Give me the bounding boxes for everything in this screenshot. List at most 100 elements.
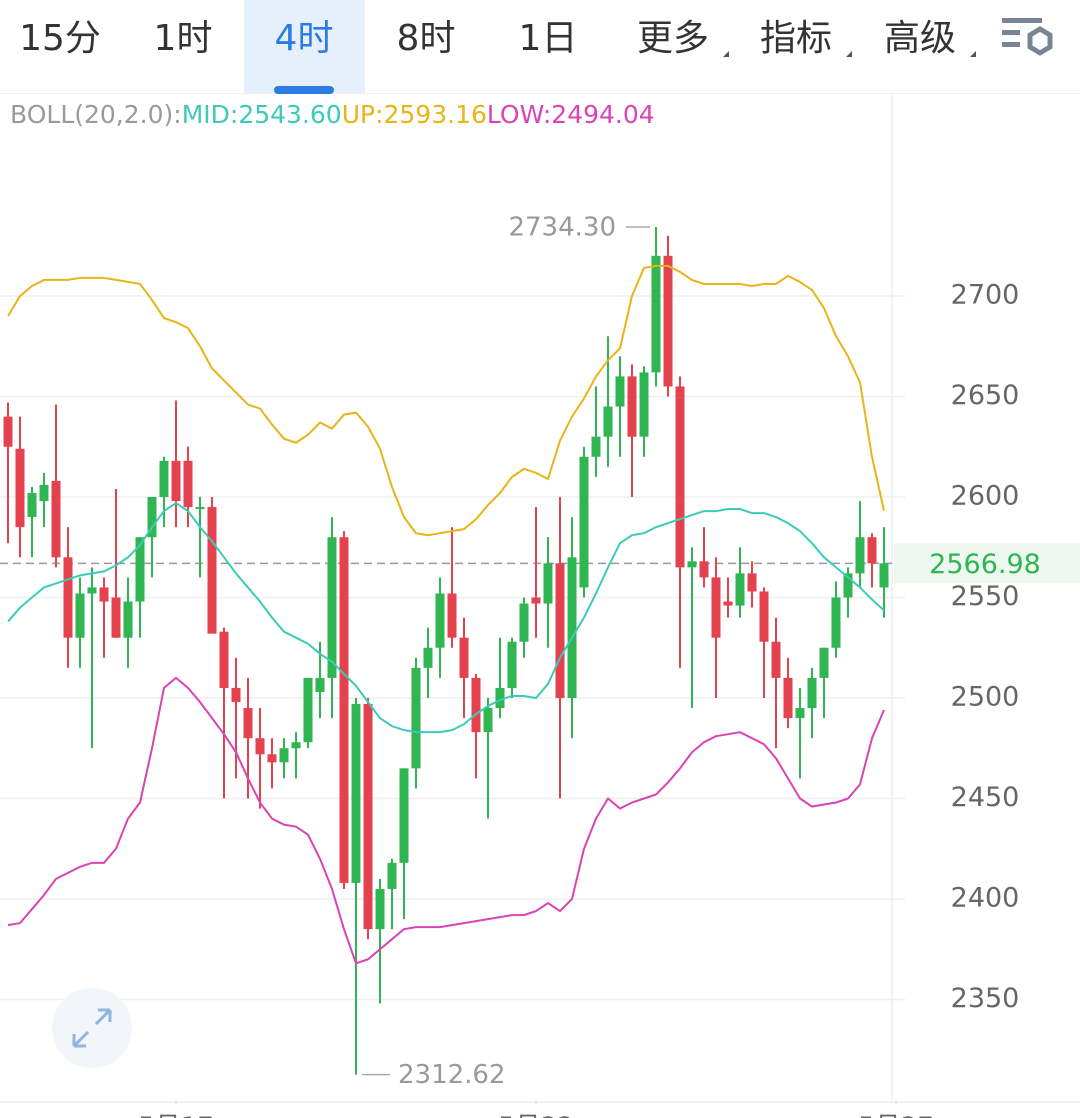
x-tick-label: 5月22 — [498, 1113, 574, 1118]
candle-body — [567, 557, 577, 698]
tab-menu-arrow — [723, 51, 729, 57]
candle-body — [531, 597, 541, 604]
boll-line — [7, 501, 885, 734]
y-tick-label: 2600 — [951, 481, 1020, 512]
candle-body — [819, 647, 829, 678]
candle-body — [399, 768, 409, 863]
tab-label[interactable]: 指标 — [760, 18, 832, 59]
candle-body — [375, 888, 385, 930]
candle-body — [267, 754, 277, 763]
x-tick-label: 5月27 — [858, 1113, 934, 1118]
settings-icon[interactable] — [1002, 18, 1053, 56]
candle-body — [135, 537, 145, 602]
tab-label[interactable]: 15分 — [19, 18, 101, 59]
tab-label[interactable]: 更多 — [637, 18, 709, 59]
candle-body — [723, 601, 733, 606]
candle-body — [171, 460, 181, 502]
candle-body — [315, 677, 325, 692]
legend-item: LOW:2494.04 — [487, 100, 655, 129]
candle-body — [447, 593, 457, 638]
tab-label[interactable]: 1日 — [519, 18, 578, 59]
candle-body — [387, 862, 397, 889]
x-tick-label: 5月17 — [138, 1113, 214, 1118]
candle-body — [795, 708, 805, 719]
candle-body — [183, 460, 193, 508]
candle-body — [591, 436, 601, 457]
legend: BOLL(20,2.0):MID:2543.60UP:2593.16LOW:24… — [10, 100, 655, 129]
candle-body — [111, 597, 121, 638]
candle-body — [27, 492, 37, 518]
min-label: 2312.62 — [398, 1060, 506, 1090]
candle-body — [363, 704, 373, 930]
candle-body — [495, 687, 505, 709]
candle-body — [123, 601, 133, 638]
tab-label[interactable]: 8时 — [397, 18, 456, 59]
candle-body — [735, 573, 745, 606]
candle-body — [195, 507, 205, 510]
tab-menu-arrow — [846, 51, 852, 57]
candle-body — [99, 587, 109, 602]
expand-button[interactable] — [52, 988, 132, 1068]
icon-bar — [1002, 18, 1042, 23]
candle-body — [219, 631, 229, 688]
y-tick-label: 2650 — [951, 380, 1020, 411]
candle-body — [747, 573, 757, 592]
boll-line — [7, 264, 885, 537]
expand-icon — [72, 1008, 112, 1048]
candle-body — [39, 484, 49, 502]
candle-body — [291, 742, 301, 749]
candle-body — [639, 372, 649, 437]
tab-label[interactable]: 1时 — [154, 18, 213, 59]
candle-body — [51, 480, 61, 558]
candle-body — [87, 587, 97, 594]
candle-body — [303, 677, 313, 743]
candle-body — [327, 537, 337, 678]
candle-body — [759, 591, 769, 642]
expand-bg — [52, 988, 132, 1068]
last-price-box — [894, 543, 1080, 584]
candle-body — [423, 647, 433, 668]
tab-label[interactable]: 高级 — [884, 18, 956, 59]
candle-body — [807, 677, 817, 709]
y-tick-label: 2350 — [951, 983, 1020, 1014]
candle-body — [627, 376, 637, 437]
candle-body — [15, 448, 25, 528]
legend-item: UP:2593.16 — [342, 100, 487, 129]
icon-gear — [1027, 26, 1053, 56]
candle-body — [459, 637, 469, 678]
candle-body — [783, 677, 793, 719]
candle-body — [831, 597, 841, 648]
candle-body — [471, 677, 481, 733]
tab-menu-arrow — [970, 51, 976, 57]
candle-body — [279, 748, 289, 763]
candle-body — [675, 386, 685, 568]
candle-body — [855, 537, 865, 574]
candle-body — [603, 406, 613, 437]
candle-body — [879, 563, 889, 588]
candle-body — [651, 255, 661, 373]
candle-body — [543, 563, 553, 604]
candle-body — [867, 537, 877, 564]
candle-body — [231, 687, 241, 703]
candle-body — [351, 704, 361, 883]
candle-body — [663, 255, 673, 387]
candle-body — [75, 593, 85, 638]
candle-body — [699, 561, 709, 578]
candle-body — [615, 376, 625, 407]
y-tick-label: 2500 — [951, 682, 1020, 713]
candle-body — [243, 708, 253, 739]
candle-body — [507, 641, 517, 688]
candle-body — [483, 708, 493, 733]
candle-body — [843, 573, 853, 598]
max-label: 2734.30 — [508, 213, 616, 243]
candle-body — [435, 593, 445, 648]
y-tick-label: 2400 — [951, 883, 1020, 914]
tab-label[interactable]: 4时 — [275, 18, 334, 59]
tab-bar — [0, 0, 1080, 93]
icon-bar — [1002, 42, 1020, 47]
candle-body — [147, 497, 157, 538]
candle-body — [711, 577, 721, 638]
candle-body — [555, 563, 565, 698]
